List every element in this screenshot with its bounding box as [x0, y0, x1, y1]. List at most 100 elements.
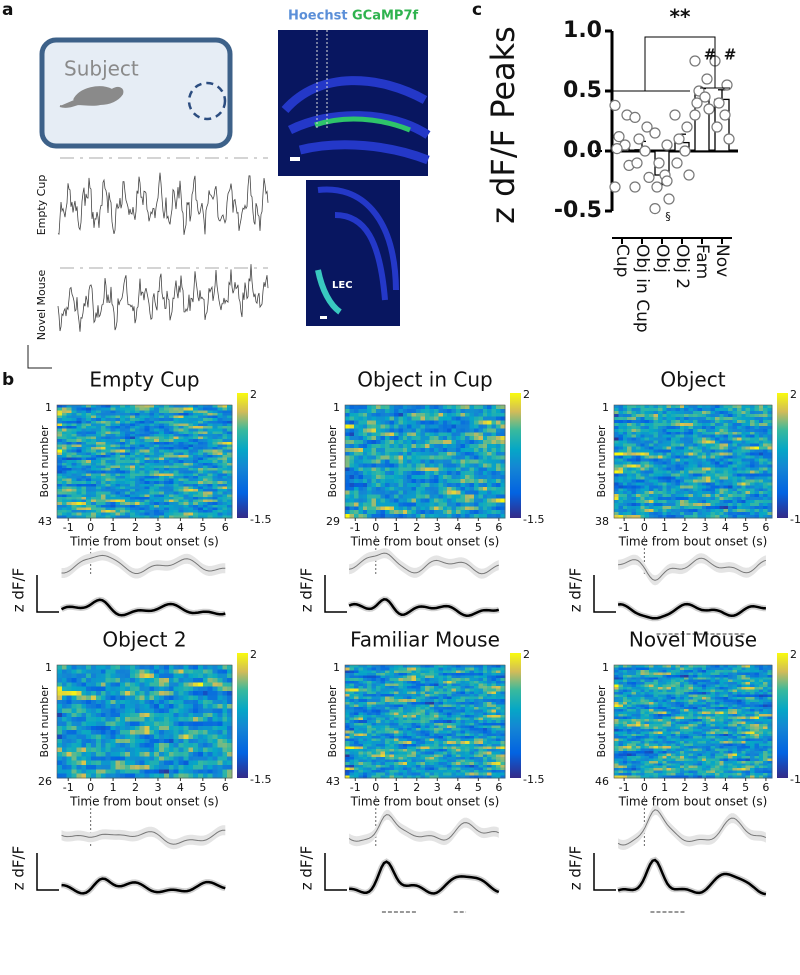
heatmap-cell — [710, 482, 716, 486]
heatmap-cell — [644, 461, 650, 465]
heatmap-cell — [741, 470, 747, 474]
heatmap-cell — [120, 717, 126, 722]
heatmap-cell — [183, 447, 189, 451]
heatmap-cell — [86, 491, 92, 495]
heatmap-cell — [447, 408, 453, 414]
heatmap-cell — [491, 440, 497, 445]
heatmap-cell — [429, 482, 435, 488]
heatmap-cell — [653, 425, 659, 430]
heatmap-cell — [622, 458, 628, 462]
heatmap-cell — [163, 439, 170, 443]
heatmap-cell — [644, 503, 650, 507]
heatmap-cell — [622, 443, 628, 448]
heatmap-cell — [425, 412, 430, 418]
heatmap-cell — [697, 422, 703, 427]
heatmap-cell — [222, 431, 228, 435]
heatmap-cell — [57, 504, 63, 508]
heatmap-cell — [367, 459, 373, 464]
heatmap-cell — [183, 678, 189, 683]
heatmap-cell — [442, 436, 448, 441]
heatmap-cell — [345, 490, 350, 496]
heatmap-cell — [115, 717, 121, 722]
heatmap-cell — [173, 452, 180, 456]
heatmap-cell — [614, 446, 619, 451]
heatmap-cell — [398, 455, 404, 461]
heatmap-cell — [178, 407, 184, 411]
heatmap-cell — [345, 412, 350, 418]
heatmap-cell — [81, 712, 87, 718]
heatmap-cell — [173, 457, 180, 461]
heatmap-cell — [57, 673, 63, 679]
heatmap-cell — [95, 721, 102, 727]
heatmap-cell — [207, 462, 214, 466]
heatmap-cell — [197, 686, 204, 692]
heatmap-cell — [91, 699, 97, 705]
heatmap-cell — [728, 512, 733, 516]
heatmap-cell — [139, 699, 145, 705]
heatmap-cell — [631, 509, 637, 513]
heatmap-cell — [701, 473, 707, 477]
heatmap-cell — [671, 500, 676, 504]
heatmap-cell — [380, 447, 386, 453]
heatmap-cell — [86, 431, 92, 435]
heatmap-cell — [754, 405, 760, 409]
heatmap-cell — [358, 467, 364, 472]
heatmap-cell — [227, 447, 233, 451]
heatmap-cell — [407, 510, 413, 515]
heatmap-cell — [706, 473, 712, 477]
heatmap-cell — [662, 485, 668, 489]
heatmap-cell — [81, 708, 87, 714]
heatmap-cell — [86, 415, 92, 419]
heatmap-cell — [653, 467, 659, 471]
heatmap-cell — [61, 415, 68, 419]
heatmap-cell — [635, 506, 641, 510]
heatmap-cell — [732, 479, 738, 483]
heatmap-cell — [679, 452, 685, 457]
heatmap-cell — [393, 471, 399, 476]
heatmap-cell — [57, 734, 63, 740]
heatmap-cell — [371, 479, 377, 484]
heatmap-cell — [76, 699, 82, 705]
heatmap-cell — [212, 439, 218, 443]
heatmap-cell — [217, 678, 223, 683]
heatmap-cell — [183, 426, 189, 430]
heatmap-cell — [134, 682, 141, 688]
heatmap-cell — [149, 483, 155, 487]
heatmap-cell — [767, 512, 773, 516]
heatmap-cell — [750, 485, 755, 489]
heatmap-cell — [767, 405, 773, 409]
heatmap-cell — [197, 426, 204, 430]
heatmap-cell — [456, 443, 462, 449]
heatmap-cell — [207, 460, 214, 464]
heatmap-cell — [134, 743, 141, 749]
heatmap-cell — [763, 497, 769, 501]
heatmap-cell — [81, 423, 87, 427]
heatmap-cell — [149, 769, 155, 775]
heatmap-cell — [76, 499, 82, 503]
heatmap-cell — [71, 415, 77, 419]
heatmap-cell — [675, 491, 681, 495]
heatmap-cell — [416, 428, 422, 433]
heatmap-cell — [120, 691, 126, 696]
heatmap-cell — [706, 458, 712, 462]
heatmap-cell — [178, 452, 184, 456]
heatmap-cell — [173, 468, 180, 472]
heatmap-cell — [644, 413, 650, 418]
heatmap-cell — [635, 413, 641, 418]
heatmap-cell — [732, 413, 738, 418]
heatmap-cell — [159, 747, 165, 753]
heatmap-cell — [139, 734, 145, 740]
heatmap-cell — [188, 452, 194, 456]
heatmap-cell — [657, 419, 663, 424]
heatmap-cell — [693, 482, 698, 486]
heatmap-cell — [693, 503, 698, 507]
heatmap-cell — [61, 428, 68, 432]
heatmap-cell — [465, 408, 470, 414]
heatmap-cell — [110, 678, 116, 683]
heatmap-cell — [159, 496, 165, 501]
heatmap-cell — [207, 465, 214, 469]
heatmap-cell — [631, 410, 637, 415]
heatmap-cell — [81, 769, 87, 775]
heatmap-cell — [154, 491, 160, 495]
heatmap-cell — [227, 764, 233, 770]
